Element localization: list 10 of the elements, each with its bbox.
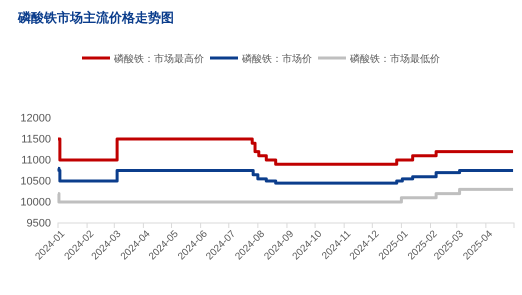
y-tick-label: 11000 (21, 154, 51, 167)
chart-title: 磷酸铁市场主流价格走势图 (17, 10, 174, 26)
y-tick-label: 10000 (20, 196, 51, 209)
y-tick-label: 9500 (26, 218, 51, 230)
y-tick-label: 10500 (20, 176, 51, 188)
y-tick-label: 12000 (20, 112, 51, 125)
legend-label: 磷酸铁：市场最高价 (113, 53, 204, 65)
legend-label: 磷酸铁：市场价 (241, 53, 312, 65)
y-tick-label: 11500 (21, 134, 51, 146)
legend-label: 磷酸铁：市场最低价 (349, 53, 440, 65)
